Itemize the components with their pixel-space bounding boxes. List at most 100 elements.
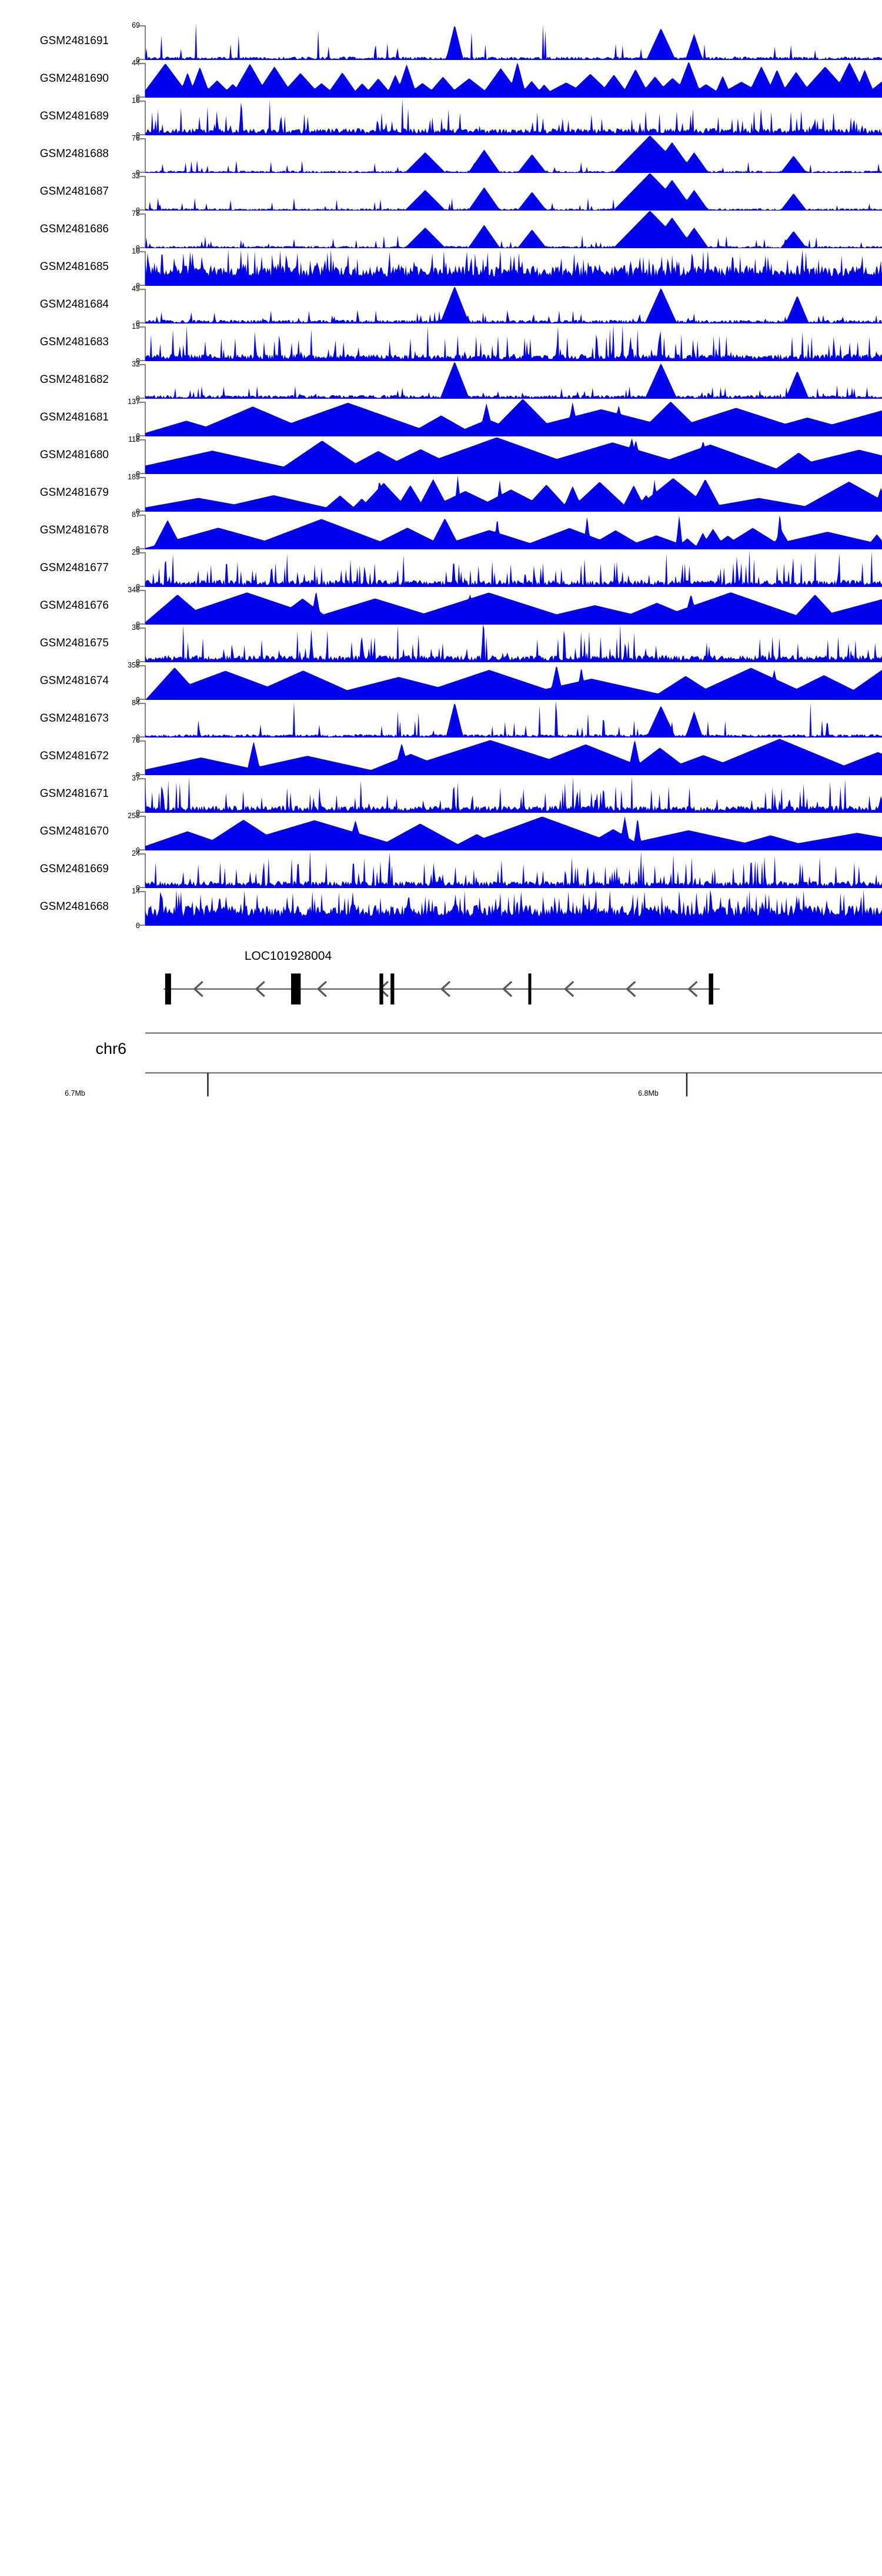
coverage-area <box>145 60 882 98</box>
axis-line <box>145 138 146 173</box>
axis-tick-min <box>137 473 145 474</box>
track-label: GSM2481673 <box>39 712 109 725</box>
track-y-axis: 870 <box>118 511 153 553</box>
axis-line <box>145 213 146 248</box>
coverage-track: GSM2481674 3580 <box>0 661 882 703</box>
axis-line <box>145 515 146 549</box>
coverage-area <box>145 738 882 775</box>
axis-tick-max <box>137 63 145 64</box>
coverage-track: GSM2481691 690 <box>0 21 882 64</box>
track-label: GSM2481679 <box>39 486 109 499</box>
track-y-axis: 1370 <box>118 398 153 440</box>
axis-max-label: 29 <box>132 548 140 556</box>
axis-line <box>145 251 146 286</box>
track-y-axis: 240 <box>118 850 153 892</box>
axis-tick-max <box>137 740 145 742</box>
coverage-area <box>145 135 882 173</box>
coverage-area <box>145 286 882 323</box>
axis-line <box>145 439 146 474</box>
track-label: GSM2481683 <box>39 336 109 348</box>
axis-line <box>145 25 146 60</box>
axis-tick-label: 6.8Mb <box>638 1089 659 1097</box>
axis-line <box>145 665 146 700</box>
axis-line <box>145 176 146 211</box>
axis-tick-max <box>137 515 145 516</box>
track-y-axis: 320 <box>118 172 153 214</box>
track-y-axis: 450 <box>118 285 153 327</box>
coverage-area <box>145 625 882 662</box>
axis-tick-max <box>137 590 145 591</box>
track-y-axis: 290 <box>118 548 153 590</box>
axis-tick-min <box>137 510 145 512</box>
axis-tick-min <box>137 398 145 399</box>
axis-tick-min <box>137 134 145 135</box>
axis-tick-max <box>137 176 145 177</box>
coverage-track: GSM2481677 290 <box>0 548 882 590</box>
track-label: GSM2481691 <box>39 35 109 47</box>
track-y-axis: 1180 <box>118 435 153 478</box>
track-label: GSM2481676 <box>39 599 109 612</box>
track-label: GSM2481669 <box>39 863 109 875</box>
axis-tick-max <box>137 402 145 403</box>
axis-tick-max <box>137 552 145 553</box>
track-label: GSM2481675 <box>39 637 109 649</box>
axis-tick-min <box>137 774 145 775</box>
axis-line <box>145 477 146 512</box>
track-y-axis: 2580 <box>118 812 153 854</box>
coverage-track: GSM2481684 450 <box>0 285 882 327</box>
axis-max-label: 358 <box>128 661 140 669</box>
axis-max-label: 348 <box>128 586 140 594</box>
coverage-area <box>145 173 882 211</box>
coverage-area <box>145 662 882 700</box>
coverage-area <box>145 436 882 474</box>
axis-max-label: 137 <box>128 398 140 406</box>
axis-max-label: 118 <box>128 435 140 443</box>
axis-tick-min <box>137 285 145 286</box>
track-y-axis: 1850 <box>118 473 153 515</box>
track-label: GSM2481686 <box>39 223 109 235</box>
axis-tick-min <box>137 586 145 587</box>
axis-tick-max <box>137 891 145 892</box>
track-label: GSM2481684 <box>39 298 109 311</box>
coverage-area <box>145 361 882 399</box>
coverage-track: GSM2481680 1180 <box>0 435 882 478</box>
axis-max-label: 32 <box>132 172 140 180</box>
axis-tick-max <box>137 816 145 817</box>
axis-tick-max <box>137 703 145 704</box>
axis-line <box>145 778 146 813</box>
track-y-axis: 780 <box>118 210 153 252</box>
axis-line <box>145 853 146 888</box>
axis-tick-max <box>137 101 145 102</box>
track-y-axis: 760 <box>118 135 153 176</box>
axis-tick-max <box>137 326 145 328</box>
axis-line <box>145 740 146 775</box>
axis-tick-min <box>137 360 145 361</box>
track-label: GSM2481668 <box>39 900 109 913</box>
axis-tick-min <box>137 736 145 738</box>
axis-tick-min <box>137 322 145 323</box>
axis-tick-max <box>137 213 145 215</box>
coverage-track: GSM2481678 870 <box>0 511 882 553</box>
axis-tick-min <box>137 812 145 813</box>
coverage-area <box>145 211 882 248</box>
track-y-axis: 3580 <box>118 661 153 703</box>
axis-line <box>145 816 146 850</box>
coverage-area <box>145 22 882 60</box>
coverage-area <box>145 323 882 361</box>
axis-tick-max <box>137 477 145 478</box>
axis-max-label: 15 <box>132 322 140 331</box>
coverage-area <box>145 98 882 135</box>
track-label: GSM2481677 <box>39 562 109 574</box>
gene-model <box>145 967 882 1005</box>
track-y-axis: 440 <box>118 59 153 101</box>
axis-max-label: 69 <box>132 21 140 29</box>
axis-line <box>145 552 146 587</box>
coverage-track: GSM2481671 370 <box>0 775 882 816</box>
coverage-area <box>145 399 882 436</box>
track-label: GSM2481680 <box>39 449 109 461</box>
coverage-area <box>145 700 882 738</box>
axis-tick-max <box>137 364 145 365</box>
axis-max-label: 32 <box>132 360 140 368</box>
track-label: GSM2481688 <box>39 148 109 160</box>
